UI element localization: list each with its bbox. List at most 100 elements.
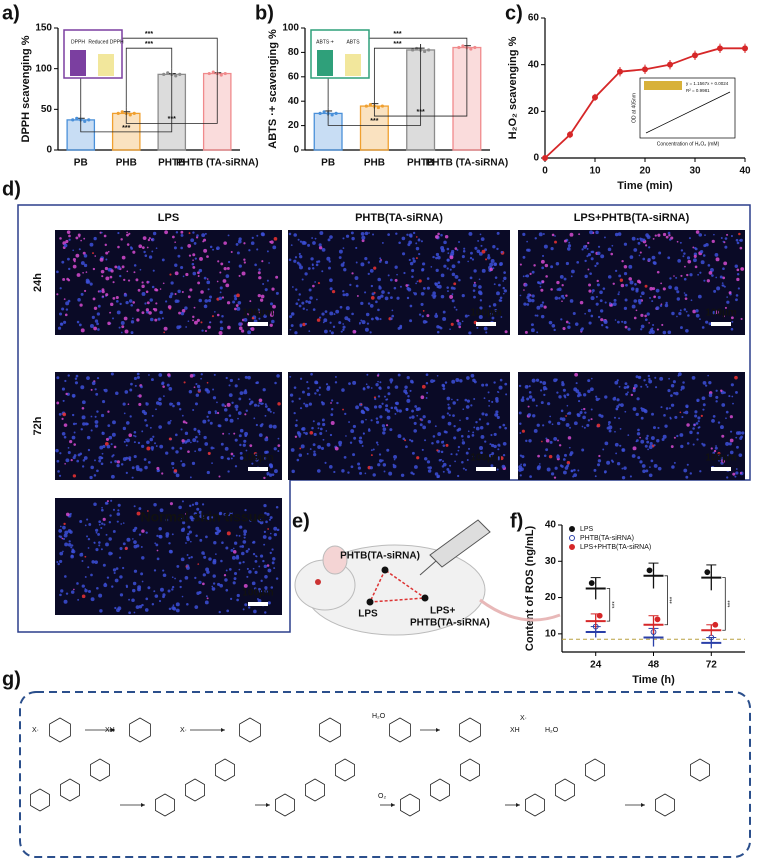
legend-label: PHTB(TA-siRNA): [580, 535, 634, 542]
cell: [578, 399, 581, 403]
cell: [604, 236, 606, 239]
cell: [141, 603, 144, 607]
cell: [647, 258, 651, 262]
cell: [116, 460, 120, 464]
cell: [203, 276, 207, 280]
cell: [216, 280, 219, 283]
cell: [361, 410, 366, 415]
cell: [68, 234, 71, 238]
cell: [589, 272, 592, 275]
cell: [581, 248, 584, 251]
cell: [451, 264, 456, 269]
cell: [549, 440, 553, 444]
cell: [329, 278, 333, 283]
cell: [714, 446, 718, 450]
cell: [412, 257, 415, 260]
cell: [116, 300, 119, 303]
cell: [548, 454, 553, 459]
cell: [243, 317, 248, 322]
cell: [383, 470, 386, 473]
cell: [250, 400, 254, 404]
cell: [99, 609, 103, 613]
cell: [137, 288, 141, 292]
cell: [204, 442, 209, 446]
cell: [295, 302, 299, 306]
cell: [276, 374, 280, 378]
cell: [684, 297, 688, 300]
cell: [575, 382, 578, 385]
cell: [594, 475, 597, 478]
cell: [493, 381, 496, 384]
cell: [451, 293, 454, 295]
cell: [201, 503, 205, 506]
cell: [254, 570, 258, 574]
cell: [500, 316, 503, 318]
cell: [238, 561, 242, 565]
cell: [294, 423, 298, 427]
cell: [144, 302, 147, 305]
cell: [519, 294, 522, 297]
cell: [321, 402, 325, 406]
cell: [442, 384, 446, 388]
cell: [162, 595, 165, 599]
cell: [611, 244, 614, 247]
cell: [334, 446, 339, 451]
cell: [253, 403, 258, 407]
cell: [56, 293, 59, 296]
cell: [647, 448, 649, 451]
cell: [371, 317, 374, 321]
cell: [299, 255, 303, 259]
cell: [239, 391, 244, 396]
cell: [197, 388, 201, 392]
cell: [207, 451, 211, 455]
cell: [457, 474, 460, 478]
cell: [608, 425, 613, 430]
cell: [133, 430, 137, 434]
cell: [413, 465, 418, 469]
cell: [143, 250, 146, 254]
cell: [67, 447, 70, 449]
significance-bracket: [606, 588, 611, 622]
cell: [84, 588, 87, 590]
cell: [107, 321, 111, 326]
cell: [652, 426, 656, 430]
cell: [72, 257, 76, 262]
cell: [447, 290, 449, 293]
cell: [533, 429, 538, 433]
cell: [59, 452, 62, 455]
cell: [112, 530, 116, 533]
cell: [637, 428, 640, 432]
cell: [427, 466, 430, 469]
cell: [206, 597, 209, 600]
cell: [428, 466, 432, 470]
cell: [521, 455, 525, 459]
cell: [236, 251, 240, 255]
cell: [662, 434, 667, 439]
cell: [644, 314, 647, 318]
cell: [536, 314, 539, 317]
cell: [178, 311, 181, 315]
cell: [57, 562, 60, 566]
cell: [549, 415, 552, 418]
cell: [106, 502, 109, 505]
cell: [151, 238, 153, 241]
cell: [229, 378, 234, 383]
cell: [421, 384, 426, 389]
cell: [56, 376, 60, 380]
cell: [265, 520, 268, 524]
cell: [444, 381, 448, 384]
cell: [404, 439, 407, 442]
cell: [225, 283, 230, 288]
cell: [203, 304, 208, 309]
cell: [65, 308, 69, 311]
cell: [623, 386, 627, 390]
cell: [697, 420, 700, 423]
cell: [368, 428, 371, 431]
cell: [701, 442, 704, 445]
cell: [147, 586, 151, 590]
cell: [115, 567, 119, 570]
cell: [487, 391, 490, 394]
cell: [671, 311, 675, 316]
cell: [105, 293, 109, 297]
cell: [325, 430, 328, 432]
